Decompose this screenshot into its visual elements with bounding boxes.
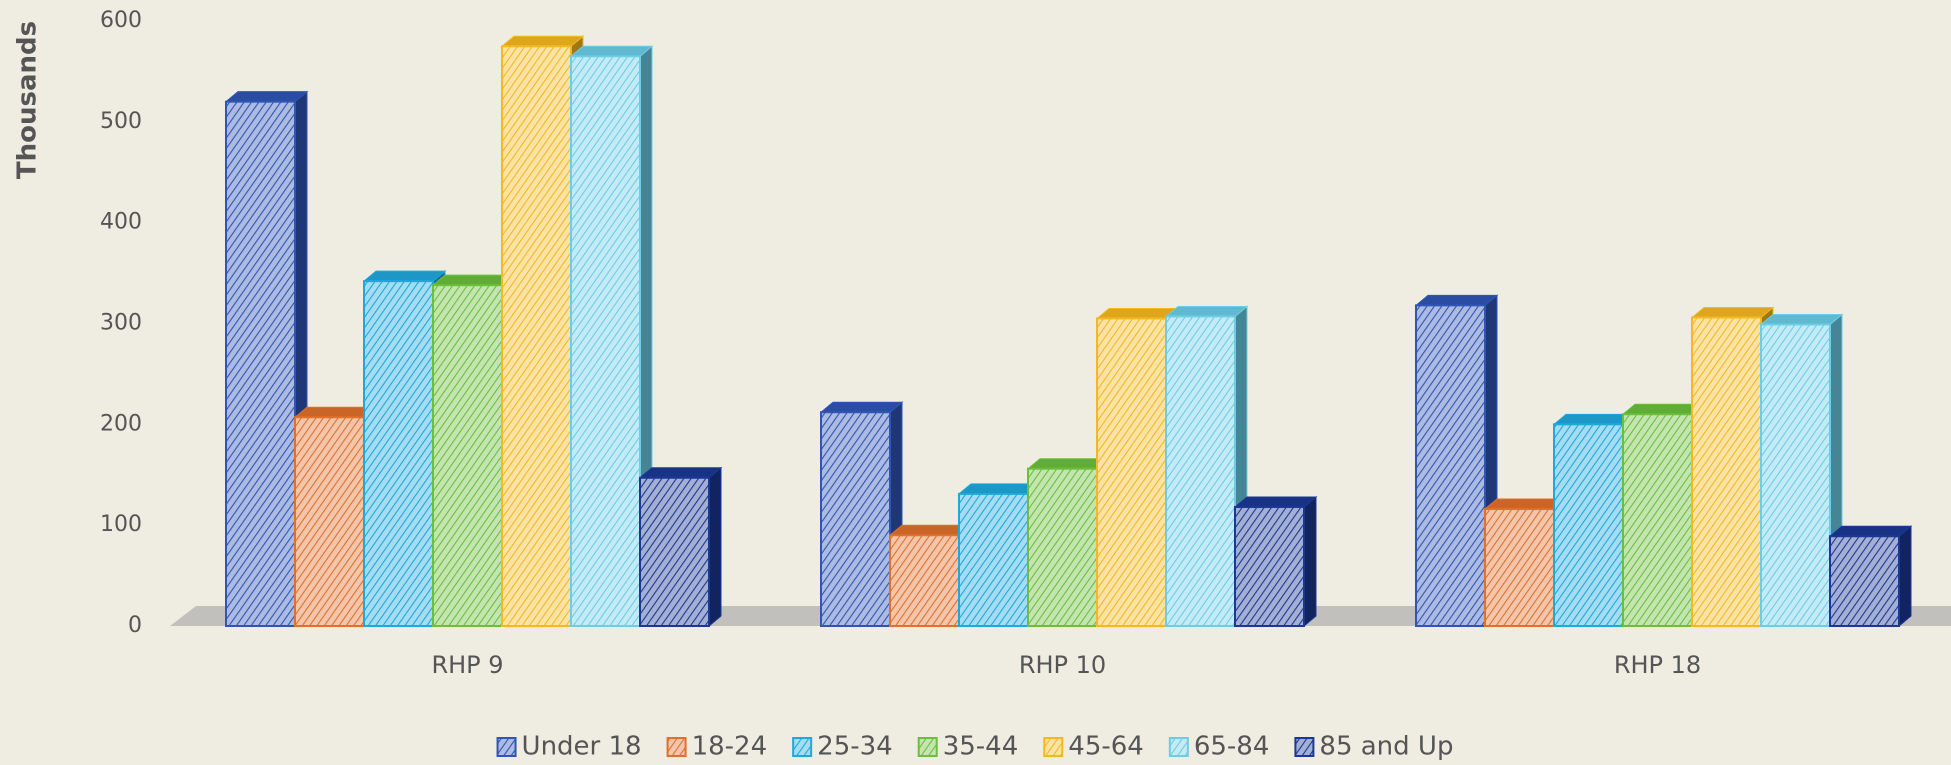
bar-front xyxy=(639,476,710,627)
x-tick-label: RHP 9 xyxy=(431,651,503,679)
bar-front xyxy=(1484,508,1555,627)
bar-top xyxy=(1233,496,1318,508)
bar-front xyxy=(820,411,891,627)
x-tick-label: RHP 10 xyxy=(1019,651,1106,679)
bar-top xyxy=(362,270,447,282)
bar-front xyxy=(1096,317,1167,627)
bar-side xyxy=(1898,525,1912,628)
legend-swatch xyxy=(1294,737,1315,757)
bar-top xyxy=(224,91,309,103)
bar-front xyxy=(1027,467,1098,628)
legend-swatch xyxy=(1168,737,1189,757)
bar-front xyxy=(1415,304,1486,627)
bar xyxy=(1828,525,1913,628)
bar-front xyxy=(432,284,503,627)
bar-front xyxy=(1553,423,1624,628)
bar xyxy=(224,90,309,628)
bar-top xyxy=(1828,525,1913,537)
y-tick-label: 400 xyxy=(100,210,142,235)
bar-front xyxy=(501,45,572,628)
y-axis-title: Thousands xyxy=(13,21,43,179)
x-tick-label: RHP 18 xyxy=(1614,651,1701,679)
y-tick-label: 500 xyxy=(100,109,142,134)
legend-label: 35-44 xyxy=(943,732,1019,762)
bar-front xyxy=(889,534,960,627)
y-tick-label: 300 xyxy=(100,311,142,336)
y-tick-label: 200 xyxy=(100,411,142,436)
legend: Under 18 18-24 25-34 35-44 45-64 65-84 85 and … xyxy=(496,732,1453,762)
bar-top xyxy=(569,45,654,57)
bar-top xyxy=(1759,314,1844,326)
bar-front xyxy=(1622,413,1693,627)
legend-label: Under 18 xyxy=(522,732,642,762)
bar-front xyxy=(1760,323,1831,627)
bar-front xyxy=(1165,315,1236,627)
bar-top xyxy=(819,401,904,413)
y-tick-label: 600 xyxy=(100,8,142,33)
bar-front xyxy=(1829,535,1900,628)
legend-swatch xyxy=(496,737,517,757)
bar-front xyxy=(363,280,434,627)
legend-swatch xyxy=(666,737,687,757)
bar-side xyxy=(1303,495,1317,628)
legend-swatch xyxy=(917,737,938,757)
bar-front xyxy=(294,416,365,627)
bar-front xyxy=(958,492,1029,627)
bar xyxy=(638,466,723,628)
legend-label: 18-24 xyxy=(692,732,768,762)
legend-label: 85 and Up xyxy=(1319,732,1453,762)
bar-front xyxy=(225,100,296,627)
bar-front xyxy=(1234,506,1305,627)
bar-top xyxy=(1164,305,1249,317)
bar-top xyxy=(500,35,585,47)
bar-front xyxy=(1691,316,1762,627)
y-tick-label: 100 xyxy=(100,512,142,537)
bar xyxy=(1759,313,1844,628)
legend-label: 65-84 xyxy=(1194,732,1270,762)
legend-swatch xyxy=(1043,737,1064,757)
bar-top xyxy=(638,467,723,479)
bar xyxy=(569,45,654,628)
bar xyxy=(1233,495,1318,628)
legend-label: 45-64 xyxy=(1068,732,1144,762)
bar-front xyxy=(570,55,641,627)
y-tick-label: 0 xyxy=(128,613,142,638)
legend-swatch xyxy=(792,737,813,757)
bar-side xyxy=(708,466,722,628)
bar-top xyxy=(1414,294,1499,306)
bar-top xyxy=(1690,306,1775,318)
legend-label: 25-34 xyxy=(817,732,893,762)
